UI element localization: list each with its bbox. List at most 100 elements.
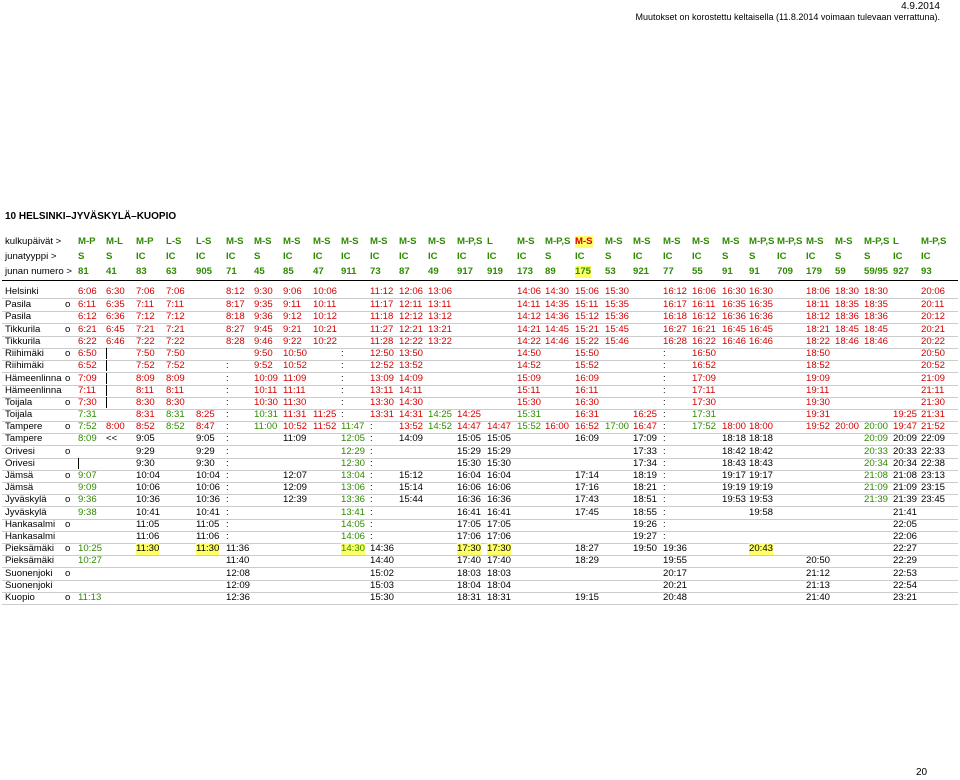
time-cell: 16:17 — [663, 299, 688, 310]
time-cell: 6:30 — [106, 286, 125, 297]
time-cell: 18:22 — [806, 336, 831, 347]
header-row-label: kulkupäivät > — [5, 236, 62, 247]
time-cell: 15:12 — [575, 311, 600, 322]
station-name: Kuopio — [5, 592, 35, 603]
time-cell: 20:22 — [921, 336, 946, 347]
header-cell: S — [864, 251, 871, 262]
station-name: Hankasalmi — [5, 531, 56, 542]
time-cell: 9:29 — [196, 446, 215, 457]
time-cell: 18:27 — [575, 543, 600, 554]
time-cell: 19:50 — [633, 543, 658, 554]
time-cell: 17:09 — [692, 373, 717, 384]
header-cell: 63 — [166, 266, 177, 277]
arrival-mark: o — [65, 373, 71, 384]
time-cell: : — [226, 494, 229, 505]
time-cell: 9:30 — [196, 458, 215, 469]
row-separator — [2, 604, 958, 605]
time-cell: 16:06 — [487, 482, 512, 493]
row-separator — [2, 567, 958, 568]
time-cell: 10:12 — [313, 311, 338, 322]
header-cell: IC — [166, 251, 176, 262]
time-cell: 11:05 — [136, 519, 160, 530]
time-cell: 15:29 — [457, 446, 482, 457]
time-cell: 11:40 — [226, 555, 250, 566]
time-cell: 9:38 — [78, 507, 97, 518]
time-cell: 14:06 — [517, 286, 542, 297]
time-cell: 10:36 — [136, 494, 161, 505]
time-cell: : — [226, 360, 229, 371]
time-cell: 19:19 — [749, 482, 774, 493]
time-cell: 6:21 — [78, 324, 97, 335]
header-cell: IC — [921, 251, 931, 262]
station-name: Hämeenlinna — [5, 385, 62, 396]
row-separator — [2, 372, 958, 373]
time-cell: : — [226, 421, 229, 432]
header-cell: S — [254, 251, 261, 262]
time-cell: 20:34 — [893, 458, 918, 469]
time-cell: 19:52 — [806, 421, 831, 432]
time-cell: 17:30 — [457, 543, 482, 555]
time-cell: 14:35 — [545, 299, 570, 310]
time-cell: 16:06 — [457, 482, 482, 493]
time-cell: 13:52 — [399, 360, 424, 371]
time-cell: 12:52 — [370, 360, 395, 371]
time-cell: 15:03 — [370, 580, 395, 591]
row-separator — [2, 323, 958, 324]
time-cell: 11:00 — [254, 421, 278, 432]
time-cell: 15:12 — [399, 470, 424, 481]
time-cell: 21:08 — [864, 470, 889, 481]
time-cell: 20:21 — [663, 580, 688, 591]
time-cell: 18:06 — [806, 286, 831, 297]
time-cell: 11:12 — [370, 286, 394, 297]
time-cell: 20:12 — [921, 311, 946, 322]
time-cell: 19:53 — [749, 494, 774, 505]
time-cell: : — [663, 360, 666, 371]
time-cell: 12:09 — [283, 482, 308, 493]
station-name: Hämeenlinna — [5, 373, 62, 384]
time-cell: 17:09 — [633, 433, 658, 444]
time-cell: 16:22 — [692, 336, 717, 347]
time-cell: 8:27 — [226, 324, 245, 335]
time-cell: 7:12 — [136, 311, 155, 322]
time-cell: 20:06 — [921, 286, 946, 297]
time-cell: 21:09 — [921, 373, 946, 384]
row-separator — [2, 385, 958, 386]
header-cell: M-S — [399, 236, 417, 247]
header-cell: M-S — [254, 236, 272, 247]
header-cell: IC — [777, 251, 787, 262]
time-cell: 11:11 — [283, 385, 306, 396]
time-cell: 18:30 — [835, 286, 860, 297]
arrival-mark: o — [65, 592, 71, 603]
header-cell: 179 — [806, 266, 823, 277]
time-cell: 15:22 — [575, 336, 600, 347]
header-cell: IC — [487, 251, 497, 262]
station-name: Pieksämäki — [5, 543, 55, 554]
time-cell: 23:45 — [921, 494, 946, 505]
time-cell: : — [341, 409, 344, 420]
header-cell: 47 — [313, 266, 324, 277]
time-cell: 6:46 — [106, 336, 125, 347]
time-cell: 21:11 — [921, 385, 945, 396]
time-cell: 19:27 — [633, 531, 658, 542]
time-cell: 16:41 — [457, 507, 482, 518]
header-cell: 59 — [835, 266, 846, 277]
time-cell: 17:06 — [457, 531, 482, 542]
time-cell: 9:45 — [254, 324, 273, 335]
header-cell: 175 — [575, 266, 592, 278]
time-cell: 21:09 — [893, 482, 918, 493]
time-cell: 11:25 — [313, 409, 337, 420]
header-cell: M-L — [106, 236, 124, 247]
header-cell: 89 — [545, 266, 556, 277]
time-cell: 13:06 — [341, 482, 366, 493]
time-cell: : — [370, 458, 373, 469]
time-cell: 10:11 — [254, 385, 278, 396]
station-name: Tikkurila — [5, 324, 41, 335]
time-cell: 8:52 — [166, 421, 185, 432]
time-cell: 16:11 — [692, 299, 716, 310]
row-separator — [2, 458, 958, 459]
time-cell: 14:11 — [399, 385, 423, 396]
time-cell: : — [663, 519, 666, 530]
time-cell: 13:50 — [399, 348, 424, 359]
row-separator — [2, 397, 958, 398]
header-cell: M-S — [313, 236, 331, 247]
